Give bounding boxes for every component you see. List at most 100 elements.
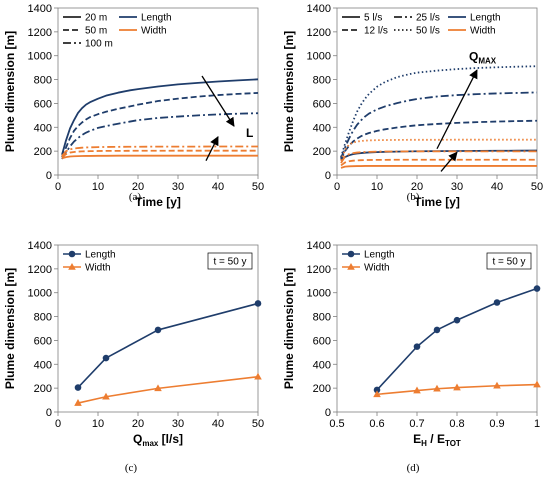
x-axis-label: Time [y]	[135, 195, 181, 209]
data-point-width	[493, 381, 501, 389]
data-point-length	[453, 316, 461, 324]
series-line-length-100m	[61, 112, 259, 160]
annotation-label: L	[246, 126, 253, 140]
y-tick-label: 800	[34, 312, 52, 324]
legend-entry-label: 50 m	[85, 26, 107, 37]
data-point-width	[533, 380, 541, 388]
legend: Length Width	[342, 250, 395, 274]
series-line-length-20m	[61, 78, 259, 155]
y-tick-label: 600	[313, 98, 331, 110]
legend-entry-label: Width	[364, 263, 390, 274]
series-line-length-12ls	[340, 119, 538, 160]
y-tick-label: 1400	[307, 3, 331, 15]
panel-caption: (b)	[407, 191, 420, 203]
y-tick-label: 0	[325, 407, 331, 419]
y-tick-label: 0	[46, 170, 52, 182]
x-axis-label-text: Time [y]	[135, 195, 181, 209]
legend-marker	[68, 263, 76, 270]
plot-area-border	[57, 244, 259, 413]
x-tick-label: 0	[334, 181, 340, 193]
series-line-length	[376, 287, 538, 391]
annotation-label-text: Q	[469, 49, 478, 63]
annotation-arrow-width	[205, 136, 219, 161]
chart-panel-d: 0 200 400 600 800 1000 1200 1400 0.5 0.6 0.7 0.8 0.9…	[282, 240, 541, 474]
y-tick-label: 400	[34, 359, 52, 371]
y-tick-label: 0	[325, 170, 331, 182]
time-note-box	[207, 252, 253, 270]
legend-entry-label: 100 m	[85, 39, 113, 50]
legend-entry-label: Length	[364, 250, 395, 261]
series-line-width-50m	[61, 149, 258, 158]
y-tick-label: 200	[34, 146, 52, 158]
series-line-width-12ls	[340, 158, 537, 167]
legend-entry-label: Width	[141, 26, 167, 37]
data-point-width	[154, 384, 162, 392]
chart-panel-b: 0 200 400 600 800 1000 1200 1400 0 10 20 30 40 50 Plum…	[282, 3, 543, 209]
chart-panel-c: 0 200 400 600 800 1000 1200 1400 0 10 20 30 40 50 Plum…	[3, 240, 264, 474]
legend-entry-label: Width	[470, 26, 496, 37]
legend-marker	[347, 263, 355, 270]
x-tick-label: 30	[172, 418, 184, 430]
y-tick-label: 800	[34, 75, 52, 87]
annotation-arrow	[201, 75, 235, 127]
legend-entry-label: 50 l/s	[416, 26, 440, 37]
y-tick-label: 1000	[307, 288, 331, 300]
data-point-length	[254, 300, 262, 307]
data-point-length	[74, 384, 82, 391]
plot-area-border	[57, 7, 259, 176]
y-axis-label: Plume dimension [m]	[3, 268, 17, 389]
series-line-length-50m	[61, 92, 259, 158]
annotation-arrow-width	[440, 151, 458, 172]
data-point-length	[154, 326, 162, 334]
legend: 20 m 50 m 100 m Length Width	[63, 13, 172, 50]
x-tick-label: 50	[531, 181, 543, 193]
x-tick-label: 40	[212, 181, 224, 193]
x-tick-label: 20	[411, 181, 423, 193]
x-tick-label: 0	[55, 418, 61, 430]
legend-entry-label: 25 l/s	[416, 13, 440, 24]
panel-caption: (c)	[125, 462, 138, 474]
legend-entry-label: 5 l/s	[364, 13, 382, 24]
data-point-width	[433, 384, 441, 392]
x-tick-label: 0.5	[329, 418, 344, 430]
x-axis-label-subscript: TOT	[445, 439, 461, 448]
x-tick-label: 1	[534, 418, 540, 430]
series-line-width	[376, 383, 538, 396]
legend-entry-label: Length	[141, 13, 172, 24]
x-axis-label-subscript: max	[142, 439, 159, 448]
data-point-width	[413, 386, 421, 394]
x-tick-label: 0.8	[449, 418, 464, 430]
legend: 5 l/s 25 l/s 12 l/s 50 l/s Length Width	[342, 13, 501, 37]
legend: Length Width	[63, 250, 116, 274]
data-point-length	[102, 354, 110, 362]
x-axis-label-text: E	[413, 432, 421, 446]
annotation-label-text: L	[246, 126, 253, 140]
time-note-box	[486, 252, 532, 270]
chart-panel-a: 0 200 400 600 800 1000 1200 1400 0 10 20 30 40 50 Plum…	[3, 3, 264, 209]
panel-caption: (a)	[129, 191, 142, 203]
y-tick-label: 400	[313, 122, 331, 134]
legend-entry-label: Width	[85, 263, 111, 274]
x-axis-label: EH / ETOT	[413, 432, 461, 448]
x-tick-label: 0.6	[369, 418, 384, 430]
data-point-width	[102, 392, 110, 400]
y-tick-label: 600	[34, 98, 52, 110]
x-axis-label-subscript: H	[421, 439, 427, 448]
x-tick-label: 0.7	[409, 418, 424, 430]
y-tick-label: 1400	[307, 240, 331, 252]
x-axis-label-text: Q	[133, 432, 142, 446]
legend-entry-label: Length	[470, 13, 501, 24]
x-axis-label-text: Time [y]	[414, 195, 460, 209]
y-tick-label: 1200	[28, 27, 52, 39]
x-tick-label: 30	[451, 181, 463, 193]
data-point-length	[413, 343, 421, 350]
y-tick-label: 1400	[28, 240, 52, 252]
x-tick-label: 50	[252, 181, 264, 193]
data-point-width	[254, 372, 262, 380]
annotation-arrow	[436, 69, 478, 150]
data-point-width	[373, 390, 381, 398]
x-axis-label: Time [y]	[414, 195, 460, 209]
data-point-length	[433, 326, 441, 334]
y-tick-label: 0	[46, 407, 52, 419]
legend-entry-label: Length	[85, 250, 116, 261]
